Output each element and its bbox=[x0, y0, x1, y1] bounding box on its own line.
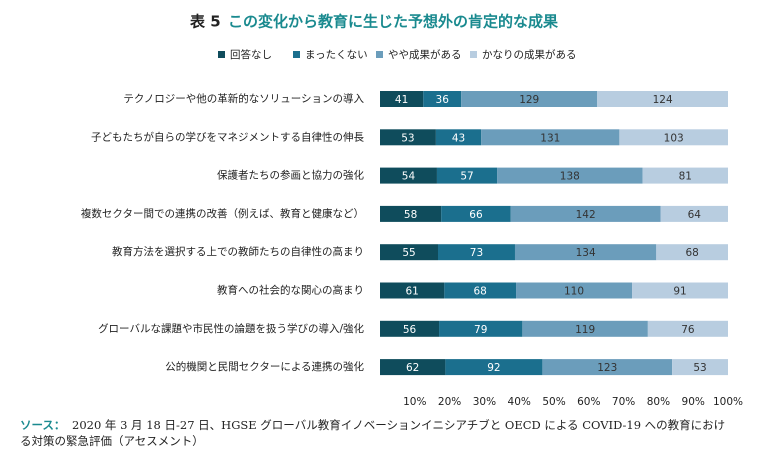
y-tick-label: 公的機関と民間セクターによる連携の強化 bbox=[165, 360, 364, 373]
bar-segment bbox=[441, 205, 511, 222]
y-tick-label: テクノロジーや他の革新的なソリューションの導入 bbox=[123, 92, 364, 105]
legend-swatch bbox=[218, 51, 225, 58]
data-label: 56 bbox=[403, 324, 417, 336]
data-label: 53 bbox=[401, 132, 414, 144]
bar-segment bbox=[380, 167, 437, 184]
bar-segment bbox=[380, 205, 442, 222]
y-tick-label: 教育方法を選択する上での教師たちの自律性の高まり bbox=[112, 245, 364, 258]
data-label: 92 bbox=[487, 362, 500, 374]
bar-segment bbox=[497, 167, 643, 184]
data-label: 131 bbox=[540, 132, 560, 144]
data-label: 43 bbox=[452, 132, 465, 144]
bar-segment bbox=[445, 359, 543, 376]
x-tick-label: 20% bbox=[438, 396, 461, 408]
bar-segment bbox=[647, 320, 728, 337]
data-label: 103 bbox=[664, 132, 684, 144]
data-label: 64 bbox=[688, 209, 702, 221]
y-tick-label: 複数セクター間での連携の改善（例えば、教育と健康など） bbox=[81, 207, 364, 220]
bar-segment bbox=[542, 359, 673, 376]
data-label: 41 bbox=[395, 94, 408, 106]
data-label: 91 bbox=[673, 286, 686, 298]
source-text: 2020 年 3 月 18 日-27 日、HGSE グローバル教育イノベーション… bbox=[72, 418, 725, 432]
data-label: 58 bbox=[404, 209, 417, 221]
legend-swatch bbox=[470, 51, 477, 58]
bar-segment bbox=[642, 167, 728, 184]
y-tick-label: 子どもたちが自らの学びをマネジメントする自律性の伸長 bbox=[91, 130, 364, 143]
bar-segment bbox=[597, 91, 728, 107]
data-label: 79 bbox=[474, 324, 487, 336]
y-tick-label: 保護者たちの参画と協力の強化 bbox=[217, 169, 364, 182]
chart-title-prefix: 表 5 bbox=[190, 13, 221, 31]
data-label: 138 bbox=[560, 171, 580, 183]
chart-title: この変化から教育に生じた予想外の肯定的な成果 bbox=[228, 13, 559, 31]
data-label: 123 bbox=[597, 362, 617, 374]
bar-segment bbox=[438, 244, 515, 261]
bar-segment bbox=[423, 91, 462, 107]
bar-segment bbox=[380, 244, 438, 261]
bar-segment bbox=[380, 91, 424, 107]
bar-segment bbox=[522, 320, 648, 337]
data-label: 54 bbox=[402, 171, 416, 183]
legend-swatch bbox=[293, 51, 300, 58]
x-tick-label: 90% bbox=[682, 396, 705, 408]
x-tick-label: 50% bbox=[542, 396, 565, 408]
legend-label: やや成果がある bbox=[388, 48, 462, 61]
bar-segment bbox=[481, 129, 620, 146]
x-tick-label: 40% bbox=[508, 396, 531, 408]
data-label: 134 bbox=[576, 247, 596, 259]
data-label: 61 bbox=[405, 286, 418, 298]
legend-label: かなりの成果がある bbox=[482, 48, 577, 61]
source-label: ソース： bbox=[20, 418, 65, 432]
bar-segment bbox=[380, 282, 445, 299]
y-tick-label: 教育への社会的な関心の高まり bbox=[217, 284, 364, 297]
data-label: 119 bbox=[575, 324, 595, 336]
data-label: 76 bbox=[681, 324, 695, 336]
bar-segment bbox=[380, 320, 440, 337]
bar-segment bbox=[439, 320, 523, 337]
x-tick-label: 100% bbox=[713, 396, 743, 408]
data-label: 36 bbox=[436, 94, 450, 106]
bar-segment bbox=[514, 244, 657, 261]
bar-segment bbox=[436, 167, 498, 184]
legend-swatch bbox=[376, 51, 383, 58]
bar-segment bbox=[380, 129, 436, 146]
bar-segment bbox=[380, 359, 446, 376]
data-label: 55 bbox=[402, 247, 415, 259]
bar-segment bbox=[435, 129, 482, 146]
x-tick-label: 70% bbox=[612, 396, 635, 408]
x-tick-label: 60% bbox=[577, 396, 600, 408]
data-label: 142 bbox=[576, 209, 596, 221]
legend-label: 回答なし bbox=[230, 48, 272, 61]
source-text: る対策の緊急評価（アセスメント） bbox=[20, 434, 204, 448]
bar-segment bbox=[444, 282, 517, 299]
bar-segment bbox=[672, 359, 728, 376]
data-label: 66 bbox=[469, 209, 483, 221]
data-label: 73 bbox=[470, 247, 483, 259]
bar-segment bbox=[660, 205, 728, 222]
bar-segment bbox=[656, 244, 728, 261]
bar-segment bbox=[632, 282, 728, 299]
data-label: 110 bbox=[564, 286, 584, 298]
y-tick-label: グローバルな課題や市民性の論題を扱う学びの導入/強化 bbox=[98, 322, 364, 335]
data-label: 68 bbox=[685, 247, 698, 259]
x-tick-label: 80% bbox=[647, 396, 670, 408]
x-tick-label: 30% bbox=[473, 396, 496, 408]
bar-segment bbox=[619, 129, 728, 146]
bar-segment bbox=[461, 91, 598, 107]
data-label: 68 bbox=[473, 286, 486, 298]
data-label: 57 bbox=[460, 171, 473, 183]
bar-segment bbox=[516, 282, 633, 299]
bar-segment bbox=[510, 205, 661, 222]
data-label: 62 bbox=[406, 362, 419, 374]
data-label: 124 bbox=[653, 94, 673, 106]
x-tick-label: 10% bbox=[403, 396, 426, 408]
data-label: 81 bbox=[679, 171, 692, 183]
data-label: 53 bbox=[693, 362, 706, 374]
data-label: 129 bbox=[519, 94, 539, 106]
legend-label: まったくない bbox=[305, 49, 368, 61]
